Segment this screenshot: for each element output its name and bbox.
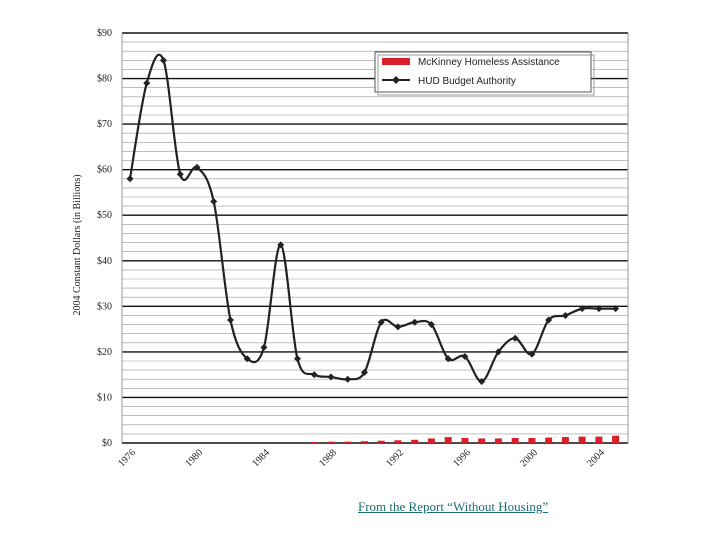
data-point-marker — [293, 355, 301, 363]
data-point-marker — [243, 355, 251, 363]
data-point-marker — [176, 170, 184, 178]
bar-mark — [528, 437, 536, 443]
bar-mark — [612, 435, 620, 443]
x-tick-label: 1996 — [451, 447, 473, 469]
x-tick-label: 1992 — [384, 447, 406, 469]
legend-marker-diamond — [392, 76, 400, 84]
legend-box — [374, 51, 592, 93]
x-tick-label: 1988 — [317, 447, 339, 469]
data-point-marker — [344, 375, 352, 383]
data-point-marker — [226, 316, 234, 324]
data-point-marker — [461, 352, 469, 360]
data-point-marker — [612, 305, 620, 313]
data-point-marker — [210, 198, 218, 206]
data-point-marker — [126, 175, 134, 183]
data-point-marker — [427, 321, 435, 329]
data-point-marker — [310, 371, 318, 379]
data-point-marker — [545, 316, 553, 324]
source-caption-link[interactable]: From the Report “Without Housing” — [358, 499, 549, 514]
x-tick-label: 1984 — [250, 447, 272, 469]
y-tick-label: $10 — [97, 392, 112, 403]
data-point-marker — [528, 350, 536, 358]
x-tick-label: 1976 — [116, 447, 138, 469]
y-axis: $0 $10 $20 $30 $40 $50 $60 $70 $80 $90 — [97, 28, 112, 449]
bar-mark — [461, 437, 469, 443]
data-point-marker — [143, 79, 151, 87]
bar-mark — [578, 436, 586, 443]
data-point-marker — [494, 348, 502, 356]
hud-budget-line — [126, 53, 620, 385]
data-point-marker — [444, 355, 452, 363]
x-axis: 1976 1980 1984 1988 1992 1996 2000 2004 — [116, 447, 607, 469]
bar-mark — [494, 438, 502, 443]
bar-mark — [344, 441, 352, 443]
y-tick-label: $60 — [97, 165, 112, 176]
data-point-marker — [193, 163, 201, 171]
data-point-marker — [377, 318, 385, 326]
bar-mark — [411, 439, 419, 443]
y-tick-label: $30 — [97, 301, 112, 312]
data-point-marker — [561, 311, 569, 319]
data-point-marker — [327, 373, 335, 381]
y-axis-label: 2004 Constant Dollars (in Billions) — [72, 174, 83, 315]
chart: $0$10$20$30$40$50$60$70$80$90 1976 1980 19… — [72, 28, 629, 469]
data-point-marker — [511, 334, 519, 342]
data-point-marker — [478, 378, 486, 385]
bar-mark — [360, 441, 368, 443]
y-tick-label: $20 — [97, 347, 112, 358]
data-point-marker — [277, 241, 285, 249]
bar-mark — [478, 438, 486, 443]
data-point-marker — [260, 343, 268, 351]
plot-frame — [121, 33, 629, 443]
bar-mark — [377, 440, 385, 443]
bar-mark — [444, 437, 452, 443]
y-tick-label: $40 — [97, 256, 112, 267]
y-tick-label: $70 — [97, 119, 112, 130]
legend-swatch-bars — [382, 58, 410, 65]
x-tick-label: 2000 — [518, 447, 540, 469]
y-tick-label: $50 — [97, 210, 112, 221]
data-point-marker — [394, 323, 402, 331]
data-point-marker — [578, 305, 586, 313]
homeless-assistance-bars — [310, 435, 620, 444]
legend-shadow — [377, 54, 595, 96]
x-tick-label: 2004 — [585, 447, 607, 469]
y-tick-label: $0 — [102, 438, 112, 449]
bar-mark — [427, 438, 435, 443]
y-tick-label: $90 — [97, 28, 112, 39]
bar-mark — [511, 437, 519, 443]
data-point-marker — [159, 56, 167, 64]
legend: McKinney Homeless Assistance HUD Budget … — [374, 51, 595, 96]
x-tick-label: 1980 — [183, 447, 205, 469]
bar-mark — [310, 442, 318, 444]
bar-mark — [595, 436, 603, 443]
bar-mark — [561, 437, 569, 443]
data-point-marker — [360, 368, 368, 376]
bar-mark — [327, 441, 335, 443]
bar-mark — [545, 437, 553, 443]
bar-mark — [394, 440, 402, 443]
y-tick-label: $80 — [97, 74, 112, 85]
hud-budget-line-path — [128, 53, 616, 383]
data-point-marker — [595, 305, 603, 313]
data-point-marker — [411, 318, 419, 326]
legend-label-homeless: McKinney Homeless Assistance — [418, 57, 560, 68]
legend-label-hud: HUD Budget Authority — [418, 76, 516, 87]
